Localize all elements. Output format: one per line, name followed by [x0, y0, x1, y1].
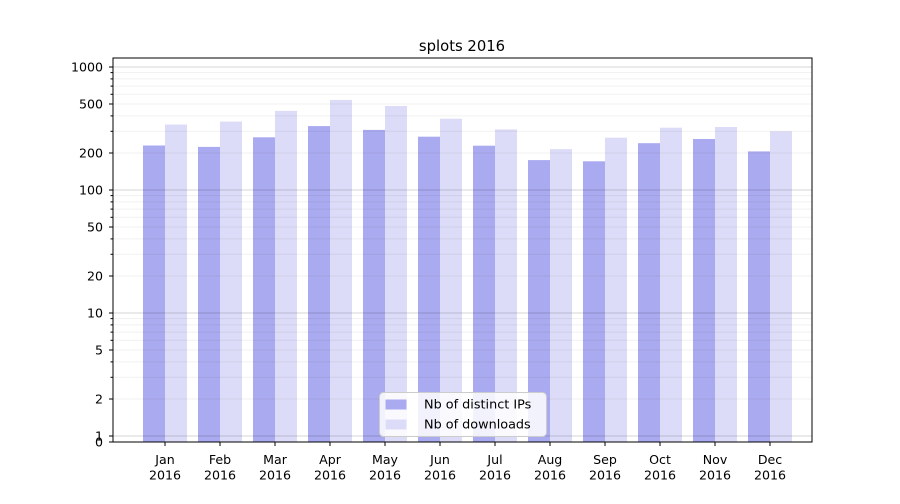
y-tick-label: 500	[79, 97, 103, 112]
bar-aug-downloads	[550, 149, 572, 442]
y-tick-label: 50	[87, 220, 103, 235]
legend-swatch-downloads	[385, 419, 407, 430]
axis-layer: 1000 500 200 100 50 20 10 5 2 10 Jan 2016 Feb 2016 Mar…	[71, 60, 786, 483]
plot-frame	[112, 57, 813, 443]
x-tick-label: Feb 2016	[204, 452, 236, 483]
legend-box	[379, 392, 547, 437]
x-tick-label: Dec 2016	[754, 452, 786, 483]
bar-may-downloads	[385, 106, 407, 442]
bar-sep-downloads	[605, 137, 627, 442]
x-tick-label: Jul 2016	[479, 452, 511, 483]
y-tick-label: 200	[79, 146, 103, 161]
y-tick-label: 5	[95, 343, 103, 358]
bar-oct-downloads	[660, 127, 682, 442]
x-tick-label: Oct 2016	[644, 452, 676, 483]
bar-nov-distinct-ips	[693, 139, 715, 442]
legend-label-distinct-ips: Nb of distinct IPs	[424, 398, 532, 413]
x-tick-label: Apr 2016	[314, 452, 346, 483]
bar-nov-downloads	[715, 127, 737, 442]
bar-apr-distinct-ips	[308, 126, 330, 442]
y-tick-label: 20	[87, 269, 103, 284]
legend-swatch-distinct-ips	[385, 399, 407, 410]
bar-jun-distinct-ips	[418, 136, 440, 442]
bar-feb-downloads	[220, 121, 242, 442]
y-tick-label: 10	[87, 306, 103, 321]
y-tick-label: 1000	[71, 60, 103, 75]
x-tick-label: Nov 2016	[699, 452, 731, 483]
bar-jul-downloads	[495, 129, 517, 442]
legend: Nb of distinct IPs Nb of downloads	[379, 392, 547, 437]
bar-jul-distinct-ips	[473, 145, 495, 442]
bars-layer	[143, 99, 792, 443]
bar-aug-distinct-ips	[528, 160, 550, 442]
x-tick-label: Jan 2016	[149, 452, 181, 483]
y-tick-label: 2	[95, 392, 103, 407]
bar-mar-downloads	[275, 110, 297, 443]
bar-jan-downloads	[165, 124, 187, 442]
y-tick-label: 100	[79, 183, 103, 198]
bar-jun-downloads	[440, 118, 462, 442]
bar-sep-distinct-ips	[583, 161, 605, 443]
x-tick-label: Aug 2016	[534, 452, 566, 483]
bar-oct-distinct-ips	[638, 143, 660, 442]
bar-dec-downloads	[770, 131, 792, 443]
chart-title: splots 2016	[419, 38, 505, 55]
legend-label-downloads: Nb of downloads	[424, 418, 531, 433]
y-tick-label: 0	[95, 435, 103, 450]
bar-mar-distinct-ips	[253, 137, 275, 443]
x-tick-label: Jun 2016	[424, 452, 456, 483]
bar-apr-downloads	[330, 99, 352, 443]
bar-feb-distinct-ips	[198, 146, 220, 442]
x-tick-label: May 2016	[369, 452, 401, 483]
x-tick-label: Mar 2016	[259, 452, 291, 483]
bar-may-distinct-ips	[363, 129, 385, 442]
bar-jan-distinct-ips	[143, 145, 165, 442]
bar-dec-distinct-ips	[748, 151, 770, 442]
x-tick-label: Sep 2016	[589, 452, 621, 483]
y-tick-label: 1	[95, 429, 103, 444]
